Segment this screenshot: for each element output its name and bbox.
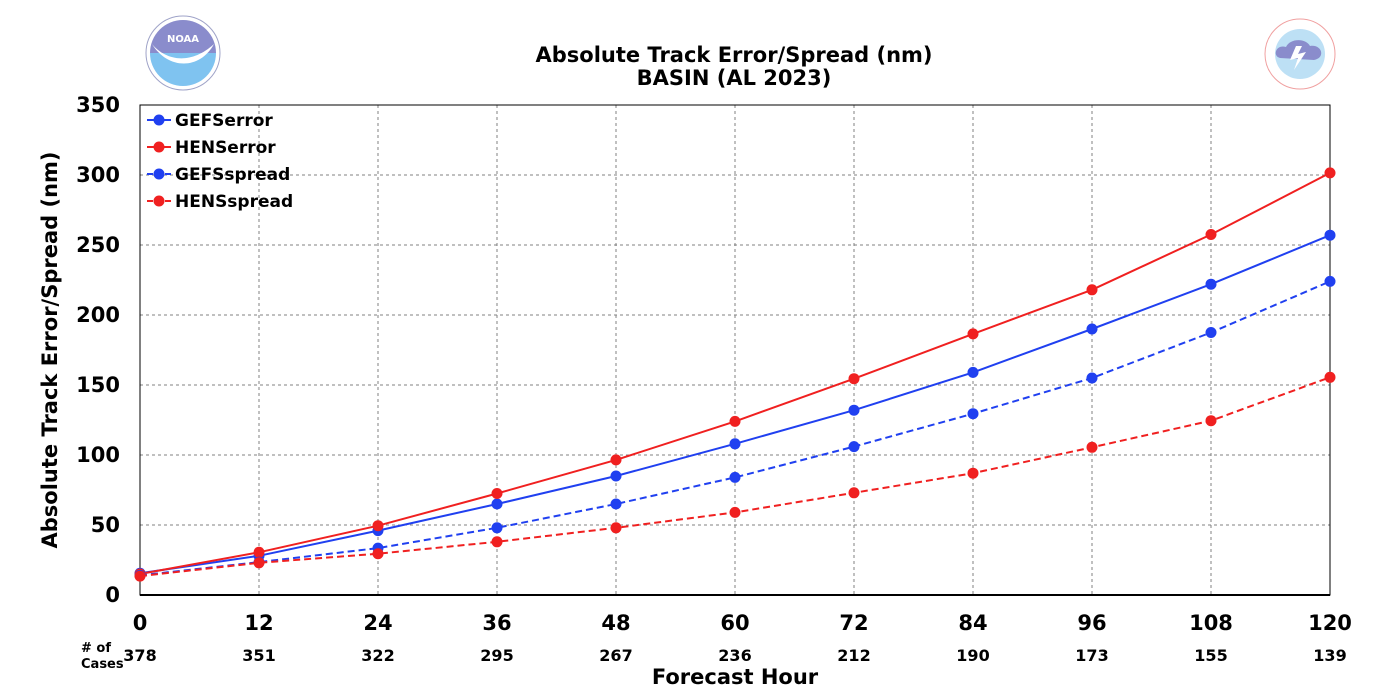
data-point-HENSspread <box>1324 371 1336 383</box>
data-point-GEFSspread <box>1205 327 1217 338</box>
data-point-GEFSspread <box>1086 372 1098 384</box>
data-point-GEFSerror <box>729 438 741 450</box>
series-layer <box>134 167 1336 582</box>
cases-count: 378 <box>123 646 156 665</box>
legend-marker-GEFSerror <box>153 114 165 126</box>
data-point-GEFSspread <box>1324 275 1336 287</box>
data-point-HENSerror <box>729 415 741 427</box>
series-line-GEFSspread <box>139 280 1331 577</box>
legend-marker-HENSspread <box>153 195 165 207</box>
x-tick-label: 72 <box>839 611 868 635</box>
cases-count: 212 <box>837 646 870 665</box>
noaa-logo-text: NOAA <box>167 34 199 45</box>
grid <box>140 105 1330 595</box>
cases-count: 236 <box>718 646 751 665</box>
noaa-logo-icon: NOAA <box>145 15 221 91</box>
data-point-GEFSspread <box>967 408 979 420</box>
data-point-GEFSerror <box>491 498 503 510</box>
y-tick-label: 150 <box>76 373 120 397</box>
data-point-GEFSerror <box>1324 229 1336 241</box>
legend-label-HENSerror: HENSerror <box>175 138 276 158</box>
data-point-GEFSerror <box>610 470 622 482</box>
y-axis-label: Absolute Track Error/Spread (nm) <box>38 151 62 548</box>
data-point-GEFSerror <box>848 404 860 416</box>
chart-title: Absolute Track Error/Spread (nm) <box>535 43 932 67</box>
data-point-HENSspread <box>491 536 503 548</box>
data-point-HENSspread <box>1205 415 1217 427</box>
x-tick-label: 24 <box>363 611 392 635</box>
y-tick-label: 100 <box>76 443 120 467</box>
data-point-HENSspread <box>372 548 384 560</box>
data-point-HENSspread <box>134 570 146 582</box>
legend-label-HENSspread: HENSspread <box>175 192 293 212</box>
x-tick-label: 48 <box>601 611 630 635</box>
x-tick-label: 12 <box>244 611 273 635</box>
data-point-HENSerror <box>1324 167 1336 179</box>
data-point-HENSerror <box>1205 229 1217 240</box>
data-point-GEFSerror <box>1205 278 1217 290</box>
chart-subtitle: BASIN (AL 2023) <box>637 66 832 90</box>
legend-marker-GEFSspread <box>153 168 165 180</box>
data-point-HENSspread <box>1086 441 1098 453</box>
y-tick-label: 300 <box>76 163 120 187</box>
x-tick-label: 96 <box>1077 611 1106 635</box>
y-tick-label: 50 <box>91 513 120 537</box>
data-point-HENSspread <box>610 522 622 534</box>
axes <box>139 104 1331 596</box>
data-point-GEFSspread <box>491 522 503 534</box>
x-tick-label: 60 <box>720 611 749 635</box>
data-point-HENSspread <box>967 467 979 479</box>
tick-labels: 0 50 100 150 200 250 300 350 0 12 24 36 48 60 72 84 96 10… <box>76 93 1352 635</box>
cases-count: 139 <box>1313 646 1346 665</box>
cases-row: 378 351 322 295 267 236 212 190 173 155 139 <box>123 646 1346 665</box>
x-tick-label: 84 <box>958 611 987 635</box>
x-tick-label: 0 <box>133 611 148 635</box>
cases-count: 322 <box>361 646 394 665</box>
legend-marker-HENSerror <box>153 141 165 153</box>
nws-logo-icon <box>1264 18 1336 90</box>
data-point-HENSspread <box>253 557 265 569</box>
data-point-GEFSspread <box>729 471 741 483</box>
data-point-HENSerror <box>610 454 622 466</box>
legend-label-GEFSspread: GEFSspread <box>175 165 290 185</box>
x-tick-label: 120 <box>1308 611 1352 635</box>
cases-count: 267 <box>599 646 632 665</box>
cases-count: 155 <box>1194 646 1227 665</box>
cases-label-line2: Cases <box>81 657 124 672</box>
data-point-HENSerror <box>372 520 384 532</box>
cases-label-line1: # of <box>81 641 111 656</box>
data-point-HENSerror <box>1086 284 1098 296</box>
cases-count: 173 <box>1075 646 1108 665</box>
data-point-HENSerror <box>967 328 979 340</box>
y-tick-label: 0 <box>105 583 120 607</box>
data-point-HENSspread <box>729 506 741 518</box>
data-point-HENSerror <box>491 488 503 499</box>
data-point-GEFSerror <box>967 366 979 378</box>
data-point-HENSerror <box>848 373 860 385</box>
legend-label-GEFSerror: GEFSerror <box>175 111 273 131</box>
data-point-HENSerror <box>253 546 265 558</box>
cases-count: 295 <box>480 646 513 665</box>
data-point-HENSspread <box>848 487 860 499</box>
cases-count: 351 <box>242 646 275 665</box>
data-point-GEFSspread <box>610 498 622 510</box>
y-tick-label: 350 <box>76 93 120 117</box>
legend: GEFSerror HENSerror GEFSspread HENSspread <box>147 111 293 212</box>
x-axis-label: Forecast Hour <box>652 665 819 689</box>
x-tick-label: 108 <box>1189 611 1233 635</box>
y-tick-label: 250 <box>76 233 120 257</box>
data-point-GEFSspread <box>848 441 860 453</box>
cases-count: 190 <box>956 646 989 665</box>
data-point-GEFSerror <box>1086 323 1098 335</box>
x-tick-label: 36 <box>482 611 511 635</box>
y-tick-label: 200 <box>76 303 120 327</box>
